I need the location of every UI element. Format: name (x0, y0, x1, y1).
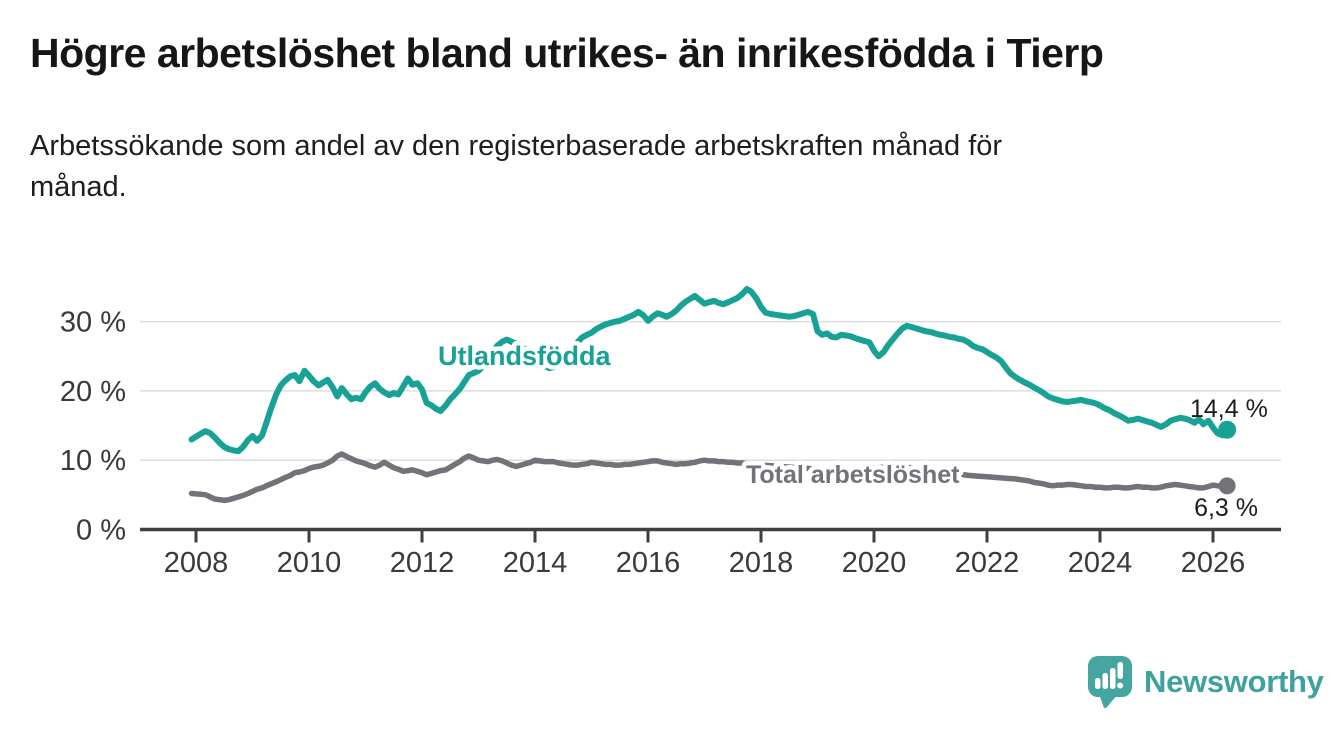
chart-title: Högre arbetslöshet bland utrikes- än inr… (30, 30, 1104, 76)
x-tick-label-2008: 2008 (164, 547, 229, 579)
series-end-dot-utlandsfodda (1218, 420, 1237, 439)
newsworthy-wordmark: Newsworthy (1144, 664, 1324, 699)
x-tick-label-2024: 2024 (1068, 547, 1133, 579)
y-tick-label-0: 0 % (76, 515, 126, 547)
series-line-utlandsfodda (188, 286, 1231, 455)
newsworthy-logo-icon (1088, 656, 1132, 709)
y-tick-label-20: 20 % (60, 376, 126, 408)
line-chart: 2008 2010 2012 2014 2016 2018 2020 2022 2024 2026… (0, 250, 1340, 595)
x-tick-label-2012: 2012 (390, 547, 455, 579)
x-tick-label-2018: 2018 (729, 547, 794, 579)
series-label-total: Total arbetslöshet (746, 461, 960, 489)
end-value-label-total: 6,3 % (1194, 494, 1258, 522)
x-tick-label-2026: 2026 (1181, 547, 1246, 579)
x-tick-label-2010: 2010 (277, 547, 342, 579)
series-label-utlandsfodda: Utlandsfödda (438, 341, 611, 371)
chart-subtitle: Arbetssökande som andel av den registerb… (30, 130, 1003, 203)
series-line-total (188, 451, 1230, 504)
y-tick-label-10: 10 % (60, 445, 126, 477)
series-end-dot-total (1218, 477, 1236, 495)
newsworthy-branding: Newsworthy (1086, 654, 1324, 710)
x-tick-label-2022: 2022 (955, 547, 1020, 579)
end-value-label-utlandsfodda: 14,4 % (1190, 395, 1268, 423)
x-tick-label-2016: 2016 (616, 547, 681, 579)
x-tick-label-2014: 2014 (503, 547, 568, 579)
x-tick-label-2020: 2020 (842, 547, 907, 579)
y-tick-label-30: 30 % (60, 307, 126, 339)
line-chart-canvas: 2008 2010 2012 2014 2016 2018 2020 2022 2024 2026… (60, 286, 1281, 579)
